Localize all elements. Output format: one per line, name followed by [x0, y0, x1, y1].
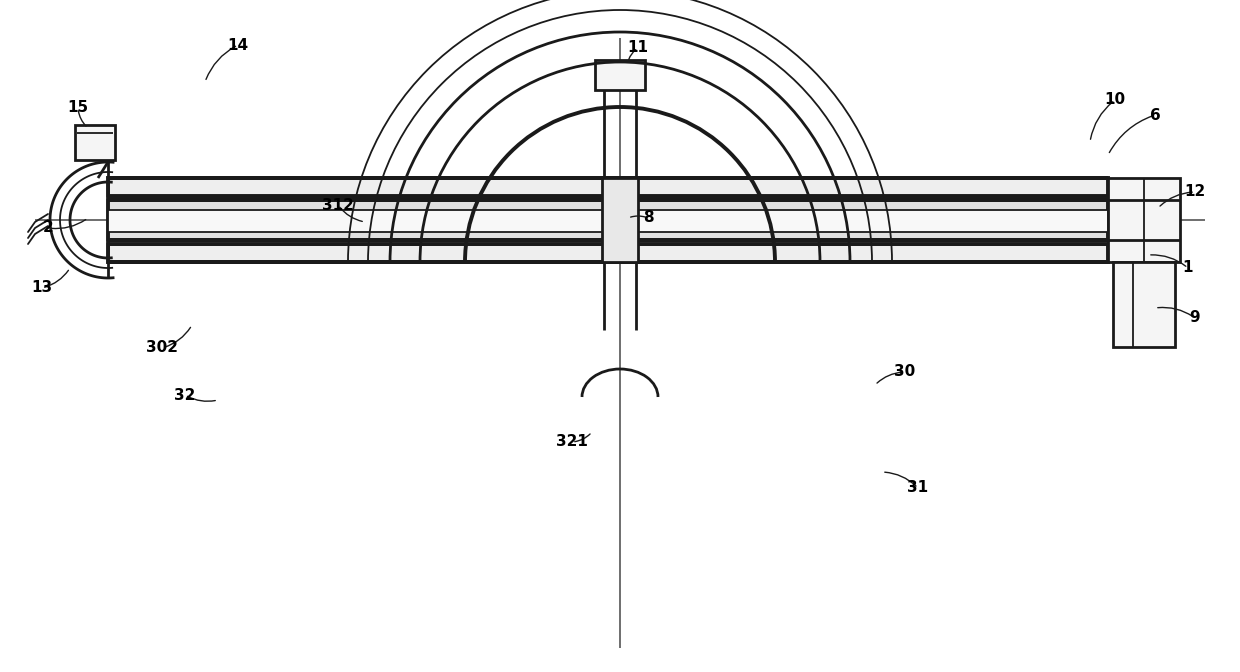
- Text: 2: 2: [42, 220, 53, 235]
- Text: 13: 13: [31, 280, 52, 296]
- Text: 12: 12: [1184, 185, 1205, 200]
- Text: 31: 31: [908, 480, 929, 495]
- Bar: [74, 125, 115, 160]
- Text: 11: 11: [627, 40, 649, 56]
- Bar: [108, 200, 1109, 240]
- Text: 321: 321: [556, 435, 588, 450]
- Text: 14: 14: [227, 38, 248, 52]
- Text: 32: 32: [175, 388, 196, 403]
- Text: 15: 15: [67, 101, 88, 116]
- Text: 30: 30: [894, 364, 915, 380]
- Bar: [595, 60, 645, 90]
- Text: 302: 302: [146, 341, 179, 355]
- Text: 8: 8: [642, 210, 653, 226]
- Bar: [1109, 178, 1180, 262]
- Bar: [108, 210, 1109, 232]
- Text: 10: 10: [1105, 93, 1126, 108]
- Text: 9: 9: [1189, 310, 1200, 325]
- Bar: [108, 178, 1109, 196]
- Bar: [1114, 262, 1176, 347]
- Text: 6: 6: [1149, 108, 1161, 122]
- Text: 312: 312: [322, 198, 353, 212]
- Text: 1: 1: [1183, 261, 1193, 276]
- Bar: [108, 244, 1109, 262]
- Bar: [601, 178, 639, 262]
